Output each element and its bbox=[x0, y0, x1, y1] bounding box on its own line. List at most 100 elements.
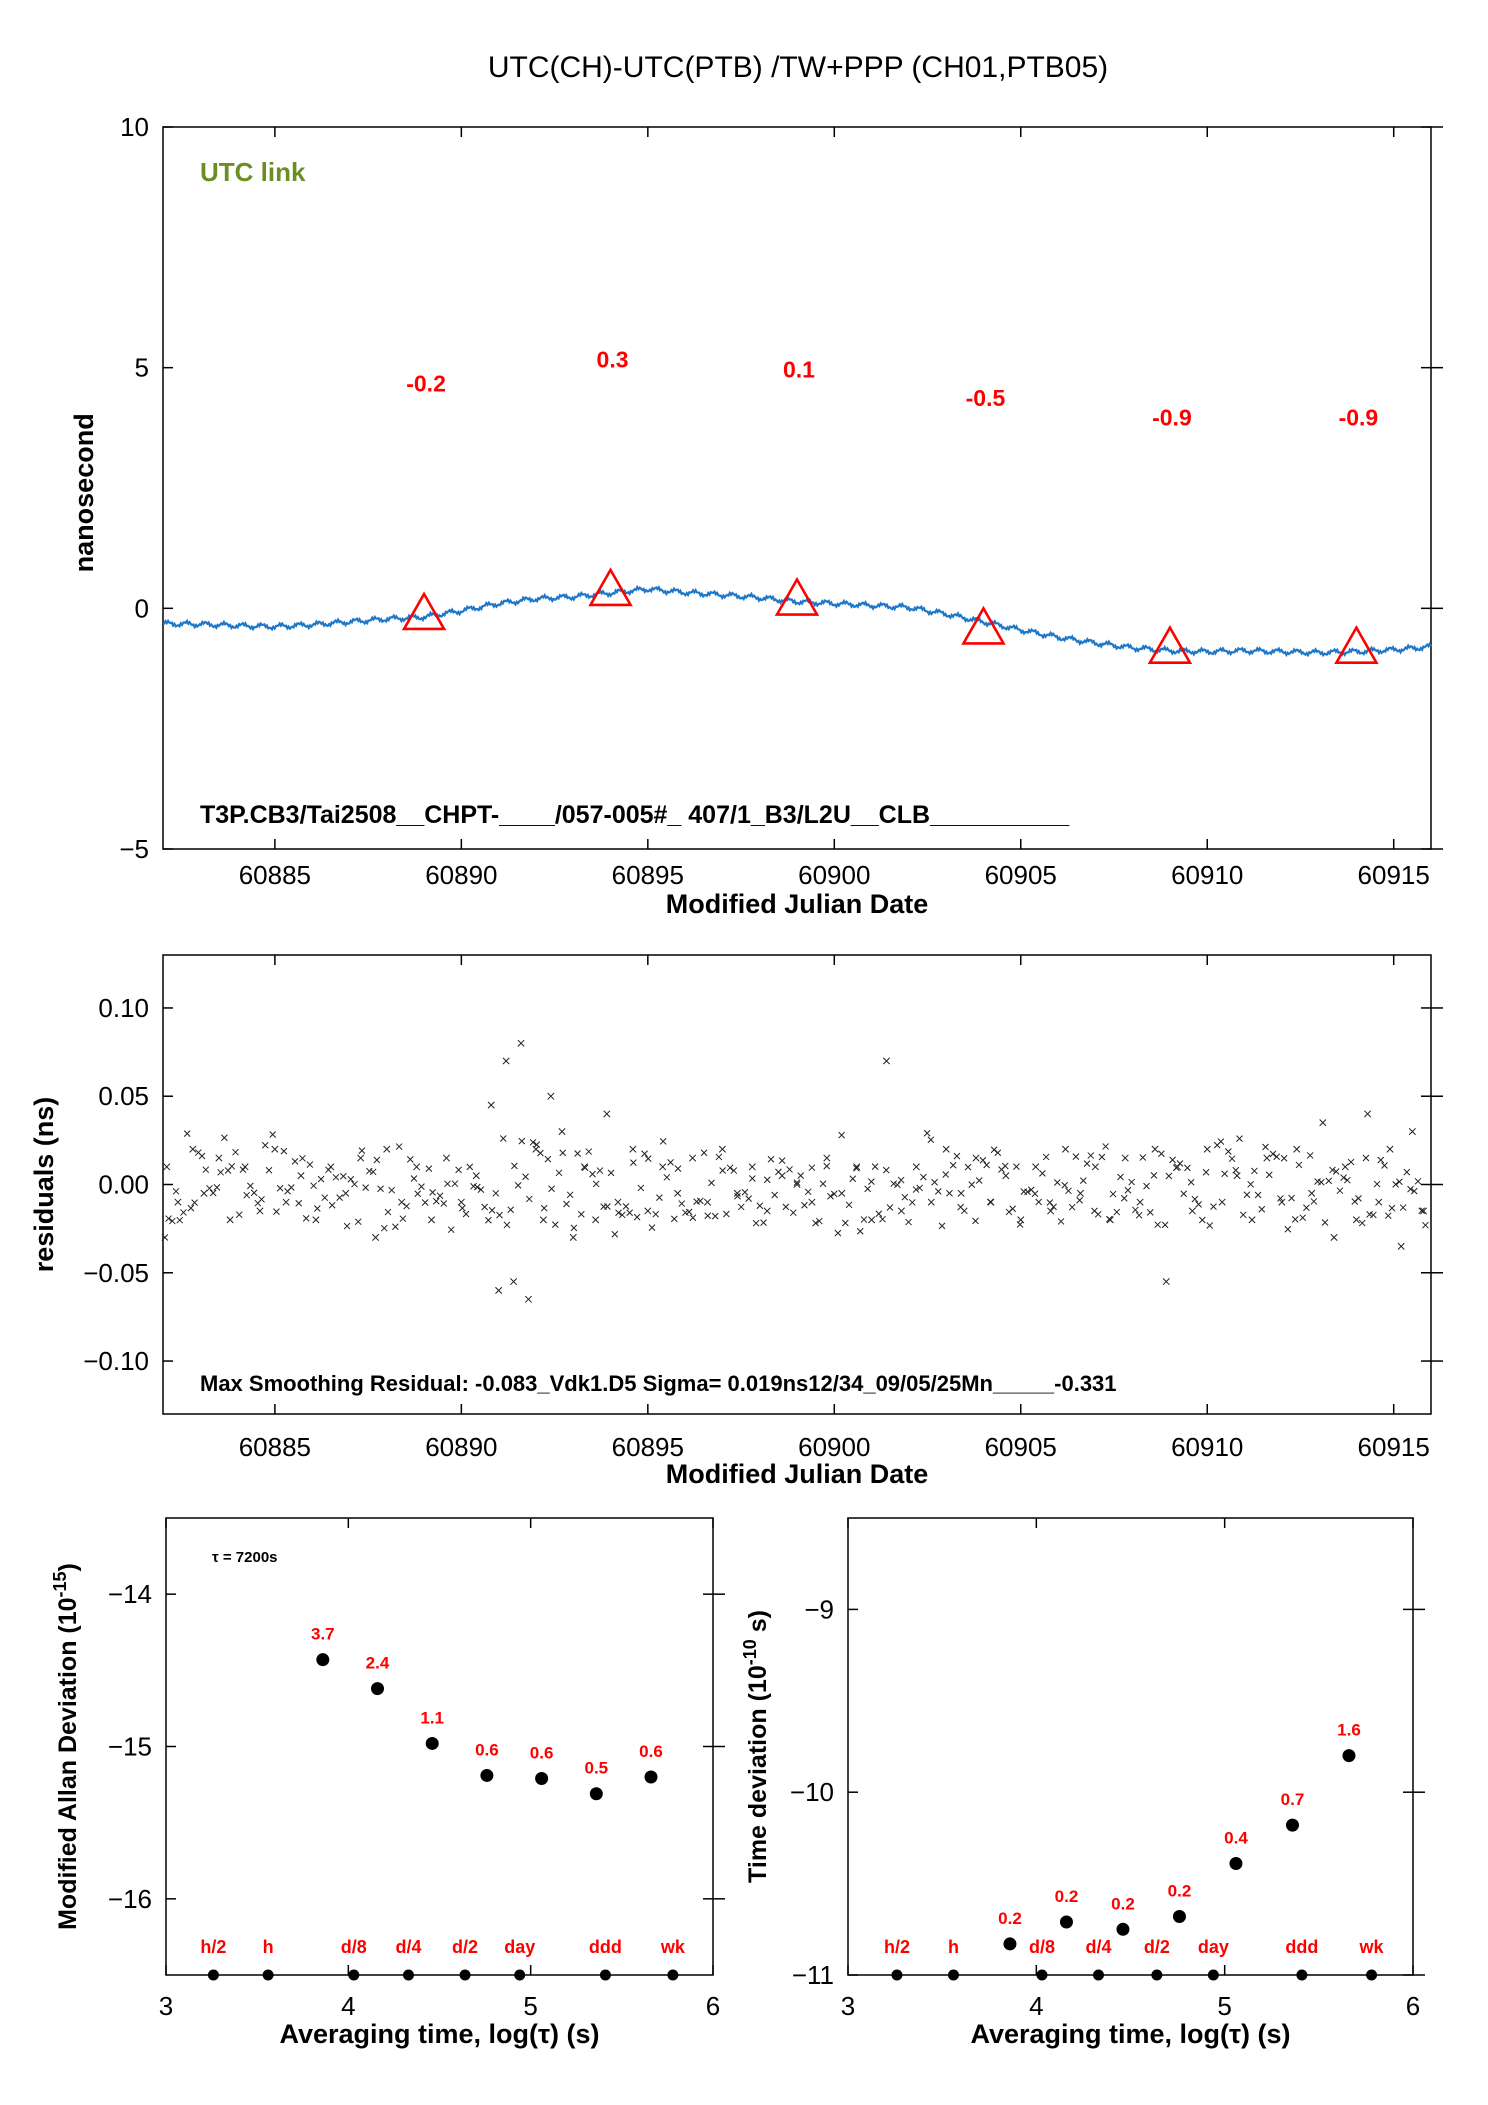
residual-point bbox=[1121, 1154, 1129, 1162]
residual-point bbox=[247, 1182, 254, 1190]
residual-point bbox=[819, 1180, 827, 1188]
residual-point bbox=[518, 1137, 526, 1145]
residual-point bbox=[1076, 1196, 1083, 1204]
x-tick-label: 60905 bbox=[985, 860, 1057, 890]
residual-point bbox=[975, 1177, 983, 1184]
residual-point bbox=[1232, 1166, 1240, 1174]
residual-point bbox=[897, 1176, 905, 1184]
residual-point bbox=[1065, 1187, 1072, 1195]
residual-point bbox=[362, 1184, 370, 1192]
residual-point bbox=[1243, 1191, 1251, 1199]
x-tick-label: 60890 bbox=[425, 860, 497, 890]
residual-point bbox=[882, 1166, 890, 1174]
residual-point bbox=[607, 1169, 615, 1177]
residual-point bbox=[1091, 1163, 1099, 1171]
time-marker-dot bbox=[667, 1969, 679, 1981]
residual-point bbox=[689, 1214, 697, 1222]
time-marker-dot bbox=[1207, 1969, 1219, 1981]
residual-point bbox=[525, 1195, 533, 1203]
x-tick-label: 3 bbox=[159, 1991, 173, 2021]
residual-point bbox=[1203, 1145, 1211, 1153]
residual-point bbox=[838, 1189, 846, 1197]
panel-time-deviation: 3 4 5 6 −11 −10 −9 Averaging time, log(τ) (s) Ti… bbox=[740, 1517, 1425, 2049]
residual-point bbox=[1031, 1190, 1039, 1198]
residual-point bbox=[1198, 1216, 1206, 1224]
residual-point bbox=[332, 1173, 340, 1181]
residual-point bbox=[496, 1211, 503, 1219]
residual-point bbox=[1139, 1154, 1147, 1161]
residual-point bbox=[271, 1145, 279, 1153]
residual-point bbox=[399, 1215, 407, 1223]
residual-point bbox=[1094, 1210, 1102, 1218]
residual-point bbox=[373, 1156, 381, 1164]
residual-point bbox=[466, 1163, 474, 1171]
residual-point bbox=[342, 1189, 350, 1197]
residual-point bbox=[276, 1184, 284, 1192]
deviation-point bbox=[1342, 1749, 1356, 1763]
residual-point bbox=[1001, 1162, 1009, 1170]
residual-point bbox=[502, 1057, 510, 1065]
residual-point bbox=[737, 1203, 745, 1211]
residual-point bbox=[853, 1164, 860, 1172]
residual-point bbox=[1247, 1180, 1255, 1188]
residual-point bbox=[823, 1154, 831, 1162]
residual-point bbox=[633, 1213, 641, 1221]
y-tick-label: −10 bbox=[790, 1777, 834, 1807]
y-tick-label: 0 bbox=[135, 593, 149, 623]
residual-point bbox=[511, 1162, 518, 1170]
residual-point bbox=[703, 1198, 712, 1206]
residual-point bbox=[1128, 1178, 1136, 1186]
residual-point bbox=[905, 1218, 912, 1226]
residual-point bbox=[1102, 1143, 1109, 1150]
residual-point bbox=[1330, 1233, 1338, 1242]
residual-point bbox=[1278, 1198, 1286, 1206]
x-axis-label: Averaging time, log(τ) (s) bbox=[970, 2019, 1290, 2049]
time-marker-dot bbox=[207, 1969, 219, 1981]
residual-point bbox=[1206, 1222, 1214, 1229]
residual-point bbox=[312, 1216, 320, 1224]
deviation-point bbox=[1116, 1922, 1130, 1936]
marker-value-label: 0.1 bbox=[783, 356, 815, 382]
residual-point bbox=[548, 1185, 555, 1193]
residual-point bbox=[250, 1189, 258, 1197]
residual-point bbox=[1202, 1168, 1210, 1176]
residual-point bbox=[1325, 1177, 1333, 1185]
page-title: UTC(CH)-UTC(PTB) /TW+PPP (CH01,PTB05) bbox=[488, 51, 1108, 84]
residual-point bbox=[533, 1141, 541, 1149]
residual-point bbox=[213, 1183, 221, 1191]
residual-point bbox=[1317, 1178, 1325, 1186]
residual-point bbox=[1150, 1172, 1158, 1179]
residual-point bbox=[539, 1216, 547, 1224]
residual-point bbox=[1288, 1194, 1295, 1202]
y-tick-label: −5 bbox=[119, 834, 149, 864]
residual-point bbox=[1277, 1195, 1284, 1202]
triangle-marker bbox=[401, 591, 447, 631]
residual-point bbox=[972, 1154, 980, 1162]
residual-point bbox=[901, 1193, 909, 1201]
residual-point bbox=[1047, 1207, 1055, 1215]
y-tick-label: −11 bbox=[792, 1960, 834, 1990]
time-marker-label: ddd bbox=[1285, 1937, 1318, 1957]
residual-point bbox=[302, 1214, 310, 1222]
residual-point bbox=[1254, 1191, 1262, 1199]
time-marker-dot bbox=[1151, 1969, 1163, 1981]
residual-point bbox=[398, 1198, 406, 1206]
residual-point bbox=[964, 1163, 972, 1171]
residual-point bbox=[1329, 1166, 1336, 1174]
residual-point bbox=[1399, 1204, 1407, 1211]
residual-point bbox=[1284, 1225, 1292, 1233]
residual-point bbox=[734, 1192, 741, 1200]
y-tick-label: −9 bbox=[804, 1594, 834, 1624]
residual-point bbox=[1303, 1204, 1310, 1212]
residual-point bbox=[189, 1145, 197, 1153]
residual-point bbox=[280, 1147, 288, 1155]
residual-point bbox=[1079, 1177, 1087, 1184]
marker-value-label: -0.5 bbox=[966, 385, 1006, 411]
residual-point bbox=[514, 1182, 522, 1189]
x-tick-label: 4 bbox=[1029, 1991, 1043, 2021]
residual-point bbox=[451, 1180, 459, 1188]
residual-point bbox=[618, 1211, 626, 1219]
residual-point bbox=[198, 1152, 206, 1160]
residual-point bbox=[875, 1210, 883, 1218]
x-tick-label: 60910 bbox=[1171, 860, 1243, 890]
